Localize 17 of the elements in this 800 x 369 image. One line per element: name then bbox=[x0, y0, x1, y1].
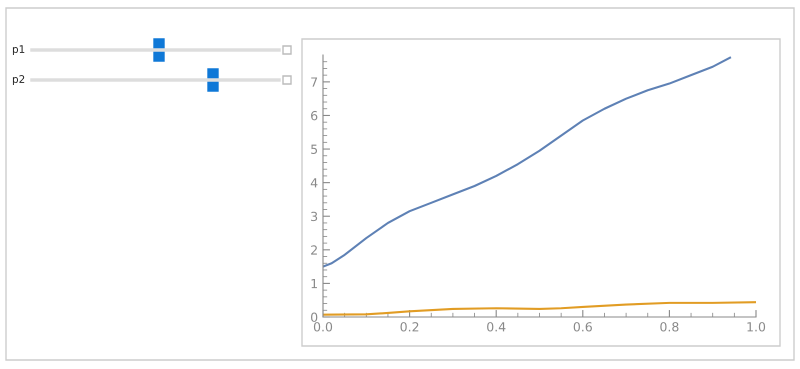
x-tick-label: 0.0 bbox=[314, 322, 332, 332]
y-tick-label: 0 bbox=[311, 312, 318, 322]
x-tick-label: 1.0 bbox=[747, 322, 766, 332]
y-tick-label: 3 bbox=[311, 212, 318, 222]
y-tick-label: 7 bbox=[311, 78, 318, 87]
x-tick-label: 0.6 bbox=[574, 322, 592, 332]
x-tick-label: 0.4 bbox=[487, 322, 506, 332]
y-tick-label: 2 bbox=[311, 245, 317, 255]
line-series bbox=[323, 56, 732, 268]
text: p2 bbox=[12, 75, 24, 86]
y-tick-label: 6 bbox=[311, 110, 318, 120]
y-tick-label: 4 bbox=[310, 178, 318, 188]
x-tick-label: 0.2 bbox=[400, 322, 418, 332]
x-tick-label: 0.8 bbox=[660, 322, 678, 332]
y-tick-label: 1 bbox=[312, 279, 317, 288]
y-tick-label: 5 bbox=[311, 144, 318, 154]
text: p1 bbox=[12, 45, 24, 56]
